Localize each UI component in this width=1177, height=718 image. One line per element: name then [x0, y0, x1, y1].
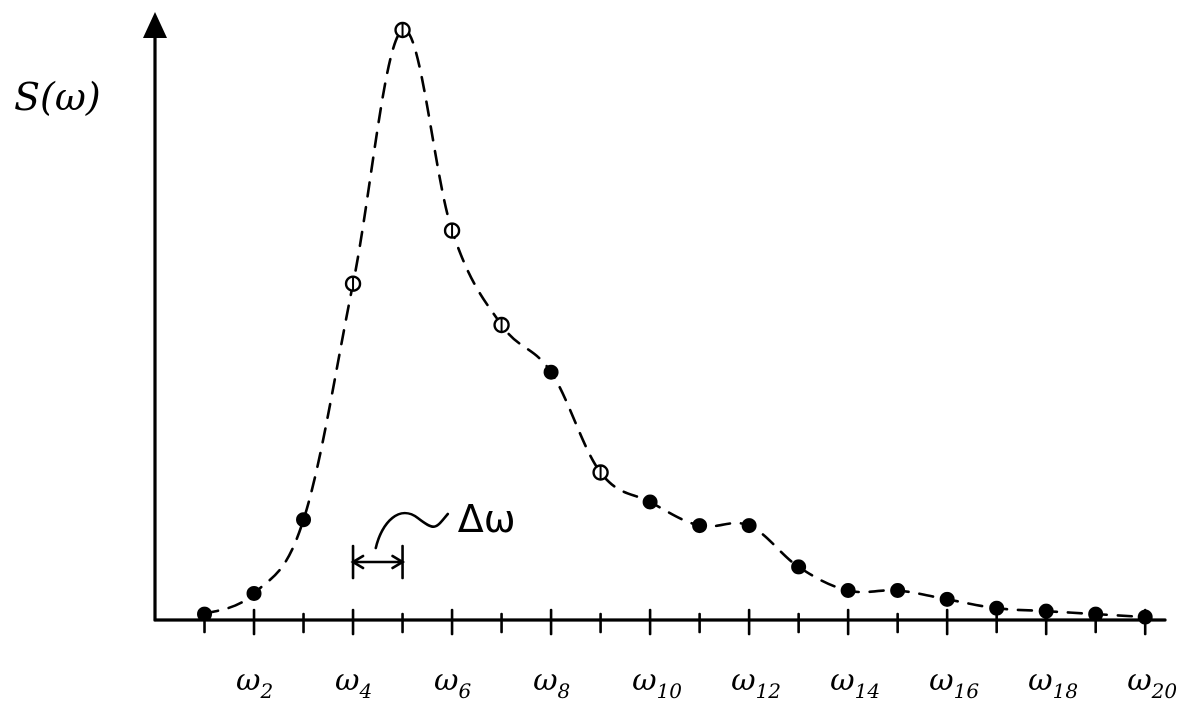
x-tick-label-2: ω2	[236, 663, 273, 703]
x-tick-label-4: ω4	[335, 663, 372, 703]
data-point-14	[840, 583, 856, 598]
data-point-6	[443, 222, 461, 239]
x-axis-ticks	[203, 608, 1147, 636]
data-point-13	[791, 559, 807, 575]
data-point-5	[394, 21, 411, 39]
y-axis-label: S(ω)	[14, 75, 101, 119]
data-point-19	[1088, 606, 1104, 622]
data-point-4	[344, 275, 362, 292]
x-tick-label-12: ω12	[731, 663, 781, 703]
x-tick-label-8: ω8	[533, 663, 570, 703]
series-points	[197, 21, 1153, 625]
data-point-8	[543, 364, 559, 380]
series-dashed-curve	[203, 28, 1147, 619]
x-tick-label-16: ω16	[929, 663, 979, 703]
data-point-3	[296, 512, 312, 528]
delta-omega-label: Δω	[458, 497, 516, 541]
delta-omega-annotation: Δω	[350, 497, 516, 580]
data-point-7	[493, 316, 510, 334]
data-point-9	[592, 464, 609, 481]
y-axis-arrowhead	[143, 12, 167, 38]
data-point-16	[939, 591, 955, 607]
data-point-11	[692, 518, 708, 534]
delta-omega-arrowhead-left	[350, 554, 365, 570]
x-axis-tick-labels: ω2 ω4 ω6 ω8 ω10 ω12 ω14 ω16 ω18 ω20	[236, 663, 1177, 703]
data-point-12	[741, 518, 757, 534]
data-point-17	[989, 600, 1005, 616]
x-tick-label-14: ω14	[830, 663, 880, 703]
x-tick-label-6: ω6	[434, 663, 471, 703]
data-point-15	[890, 583, 906, 598]
delta-omega-leader-squiggle	[374, 511, 450, 550]
delta-omega-arrowhead-right	[391, 554, 406, 570]
data-point-20	[1137, 609, 1153, 625]
data-point-10	[642, 494, 658, 510]
data-point-2	[246, 585, 262, 601]
data-point-1	[197, 606, 213, 622]
x-tick-label-18: ω18	[1028, 663, 1078, 703]
x-tick-label-10: ω10	[632, 663, 682, 703]
data-point-18	[1038, 603, 1054, 619]
x-tick-label-20: ω20	[1127, 663, 1177, 703]
